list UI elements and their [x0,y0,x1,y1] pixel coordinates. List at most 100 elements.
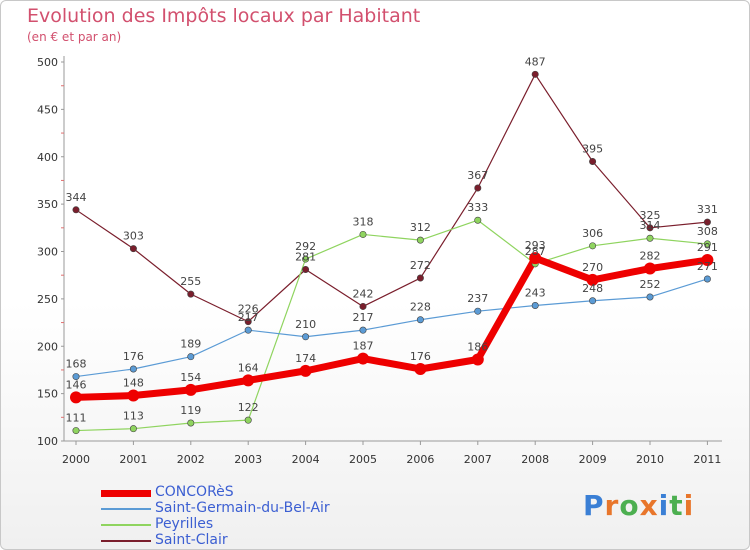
legend-item-saint-clair: Saint-Clair [101,532,401,549]
data-point [474,216,482,224]
legend: CONCORèS Saint-Germain-du-Bel-Air Peyril… [101,484,401,549]
logo-letter: t [669,489,684,522]
logo-letter: o [619,489,640,522]
data-label: 242 [353,287,374,300]
data-point [474,307,482,315]
data-label: 306 [582,227,603,240]
data-label: 395 [582,142,603,155]
data-point [703,275,711,283]
data-point [302,255,310,263]
data-point [646,293,654,301]
data-point [299,364,312,377]
legend-swatch [101,524,151,526]
data-point [589,157,597,165]
data-label: 281 [295,251,316,264]
y-tick-label: 500 [37,56,58,69]
data-label: 271 [697,260,718,273]
data-point [646,224,654,232]
data-point [187,419,195,427]
data-label: 303 [123,230,144,243]
legend-label: Saint-Germain-du-Bel-Air [155,500,330,516]
logo-letter: i [658,489,670,522]
legend-item-saint-germain: Saint-Germain-du-Bel-Air [101,500,401,517]
data-point [359,230,367,238]
x-tick-label: 2007 [464,453,492,466]
data-point [589,242,597,250]
data-point [129,365,137,373]
legend-label: Peyrilles [155,516,214,532]
data-point [359,326,367,334]
data-point [72,206,80,214]
data-point [184,383,197,396]
y-tick-label: 400 [37,151,58,164]
data-label: 154 [180,371,201,384]
data-point [529,252,542,265]
data-point [187,290,195,298]
chart-subtitle: (en € et par an) [27,30,122,44]
logo-letter: x [639,489,659,522]
data-point [589,297,597,305]
data-label: 318 [353,215,374,228]
data-label: 287 [525,245,546,258]
data-label: 226 [238,303,259,316]
data-label: 248 [582,282,603,295]
data-point [644,262,656,275]
data-point [302,333,310,341]
data-point [72,427,80,435]
data-point [244,318,252,326]
logo-letter: P [583,489,605,522]
data-label: 272 [410,259,431,272]
legend-swatch [101,508,151,510]
data-point [531,302,539,310]
data-point [701,254,714,267]
logo-letter: i [683,489,695,522]
y-tick-label: 100 [37,435,58,448]
y-tick-label: 200 [37,340,58,353]
data-label: 314 [640,219,661,232]
data-label: 113 [123,410,144,423]
series-line [72,254,711,401]
x-tick-label: 2000 [62,453,90,466]
data-point [416,316,424,324]
data-label: 122 [238,401,259,414]
data-point [129,425,137,433]
series-line [75,278,709,378]
data-label: 291 [697,241,718,254]
data-label: 189 [180,338,201,351]
legend-swatch [101,490,151,497]
data-point [187,353,195,361]
data-point [127,389,140,402]
y-tick-label: 150 [37,388,58,401]
y-tick-label: 450 [37,103,58,116]
data-label: 148 [123,377,144,390]
data-label: 176 [410,350,431,363]
data-label: 308 [697,225,718,238]
series-line [75,219,709,432]
data-label: 312 [410,221,431,234]
data-label: 487 [525,55,546,68]
data-label: 146 [66,378,87,391]
data-label: 333 [467,201,488,214]
x-tick-label: 2002 [177,453,205,466]
data-label: 174 [295,352,316,365]
legend-swatch [101,540,151,542]
data-point [646,234,654,242]
data-point [72,373,80,381]
data-label: 344 [66,191,87,204]
data-label: 187 [353,340,374,353]
data-point [416,236,424,244]
data-label: 119 [180,404,201,417]
data-label: 293 [525,239,546,252]
data-label: 325 [640,209,661,222]
data-label: 255 [180,275,201,288]
data-point [70,391,82,404]
x-tick-label: 2011 [693,453,721,466]
data-point [244,326,252,334]
data-point [359,302,367,310]
legend-item-concores: CONCORèS [101,484,401,501]
legend-label: Saint-Clair [155,532,228,548]
data-label: 217 [353,311,374,324]
data-point [357,352,369,365]
data-label: 210 [295,318,316,331]
